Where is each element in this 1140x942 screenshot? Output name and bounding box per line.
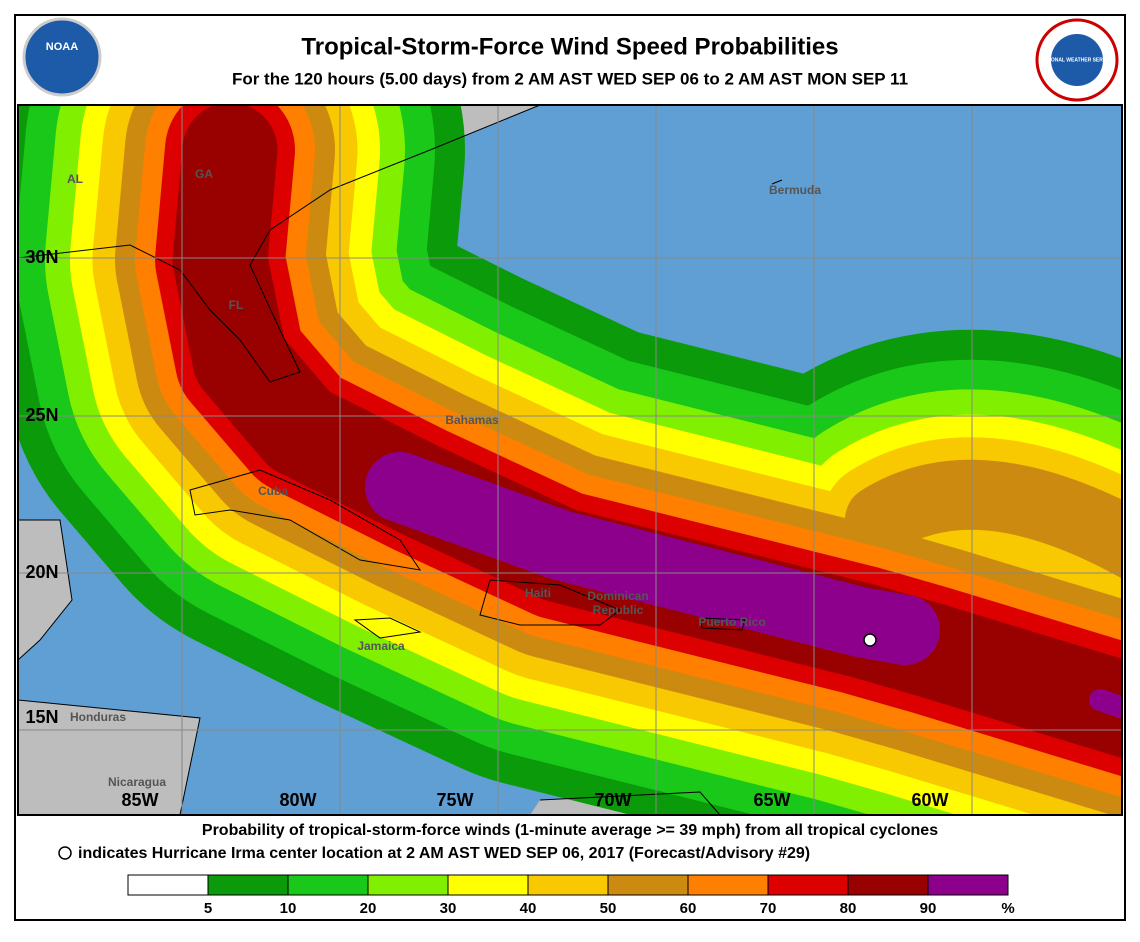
legend-swatch [767, 874, 849, 896]
lon-label: 75W [436, 790, 473, 810]
legend-tick: 70 [760, 900, 777, 917]
legend: 5 10 20 30 40 50 60 70 80 90% [127, 874, 1015, 917]
graticule [18, 105, 1122, 815]
legend-unit: % [1001, 900, 1014, 917]
legend-swatch [127, 874, 209, 896]
logo-text: NOAA [46, 41, 78, 53]
legend-tick: 5 [204, 900, 212, 917]
legend-tick: 90 [920, 900, 937, 917]
place-label: Honduras [70, 710, 126, 724]
legend-swatch [687, 874, 769, 896]
place-label: Republic [593, 603, 644, 617]
legend-swatch [447, 874, 529, 896]
map: Bermuda AL GA FL Bahamas Cuba Haiti DominicanRe… [18, 105, 1122, 815]
place-label: Haiti [525, 586, 551, 600]
footer-line: indicates Hurricane Irma center location… [78, 845, 810, 862]
lon-label: 60W [911, 790, 948, 810]
place-label: Nicaragua [108, 775, 166, 789]
place-label: FL [229, 298, 244, 312]
coastlines [18, 105, 783, 815]
center-icon [58, 846, 72, 860]
legend-tick: 80 [840, 900, 857, 917]
lon-label: 70W [594, 790, 631, 810]
legend-tick: 50 [600, 900, 617, 917]
nws-logo: NATIONAL WEATHER SERVICE [1035, 18, 1119, 102]
legend-tick: 40 [520, 900, 537, 917]
lon-label: 80W [279, 790, 316, 810]
storm-center [863, 633, 877, 647]
logo-text: NATIONAL WEATHER SERVICE [1040, 57, 1116, 63]
lat-label: 20N [25, 562, 58, 582]
legend-swatch [207, 874, 289, 896]
place-label: Bermuda [769, 183, 821, 197]
probability-band [1089, 689, 1122, 719]
lon-label: 85W [121, 790, 158, 810]
place-label: AL [67, 172, 83, 186]
title: Tropical-Storm-Force Wind Speed Probabil… [301, 33, 838, 60]
legend-swatch [607, 874, 689, 896]
lat-label: 30N [25, 247, 58, 267]
legend-tick: 30 [440, 900, 457, 917]
place-label: Puerto Rico [698, 615, 765, 629]
legend-tick: 10 [280, 900, 297, 917]
legend-tick: 20 [360, 900, 377, 917]
subtitle: For the 120 hours (5.00 days) from 2 AM … [232, 69, 908, 88]
lat-label: 25N [25, 405, 58, 425]
legend-swatch [927, 874, 1009, 896]
legend-swatch [847, 874, 929, 896]
place-label: Dominican [587, 589, 648, 603]
map-border [17, 104, 1123, 816]
legend-swatch [527, 874, 609, 896]
lon-label: 65W [753, 790, 790, 810]
noaa-logo: NOAA [22, 17, 102, 97]
place-label: Bahamas [445, 413, 499, 427]
place-label: Cuba [258, 484, 288, 498]
legend-swatch [287, 874, 369, 896]
legend-swatch [367, 874, 449, 896]
probability-band [365, 452, 940, 665]
place-label: GA [195, 167, 213, 181]
legend-tick: 60 [680, 900, 697, 917]
footer-line: Probability of tropical-storm-force wind… [202, 822, 938, 839]
place-label: Jamaica [357, 639, 405, 653]
lat-label: 15N [25, 707, 58, 727]
